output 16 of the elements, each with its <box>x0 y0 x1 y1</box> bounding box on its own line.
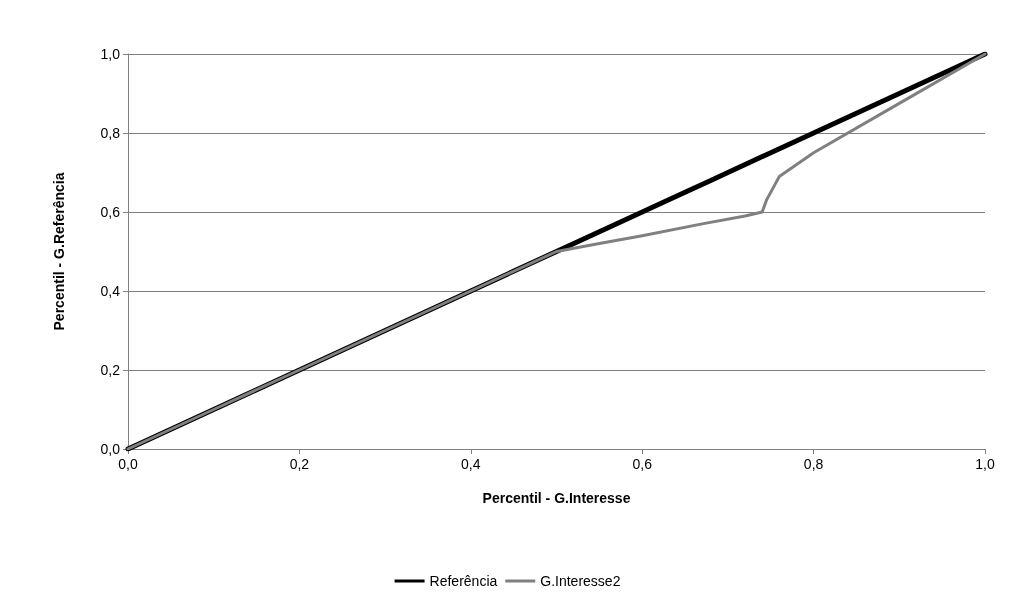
y-tick-label: 0,4 <box>100 283 121 299</box>
legend-label: Referência <box>429 573 498 589</box>
y-tick-label: 0,6 <box>100 204 121 220</box>
y-axis-title: Percentil - G.Referência <box>51 172 67 331</box>
x-axis-title: Percentil - G.Interesse <box>482 490 631 506</box>
legend-label: G.Interesse2 <box>540 573 621 589</box>
y-tick-label: 0,0 <box>100 441 121 457</box>
y-tick-label: 0,2 <box>100 362 121 378</box>
x-tick-label: 0,8 <box>803 456 824 472</box>
x-tick-label: 0,2 <box>289 456 310 472</box>
y-tick-label: 1,0 <box>100 46 121 62</box>
x-tick-label: 0,0 <box>118 456 138 472</box>
x-tick-label: 0,4 <box>461 456 481 472</box>
x-tick-label: 0,6 <box>632 456 653 472</box>
y-tick-label: 0,8 <box>100 125 121 141</box>
x-tick-label: 1,0 <box>975 456 995 472</box>
